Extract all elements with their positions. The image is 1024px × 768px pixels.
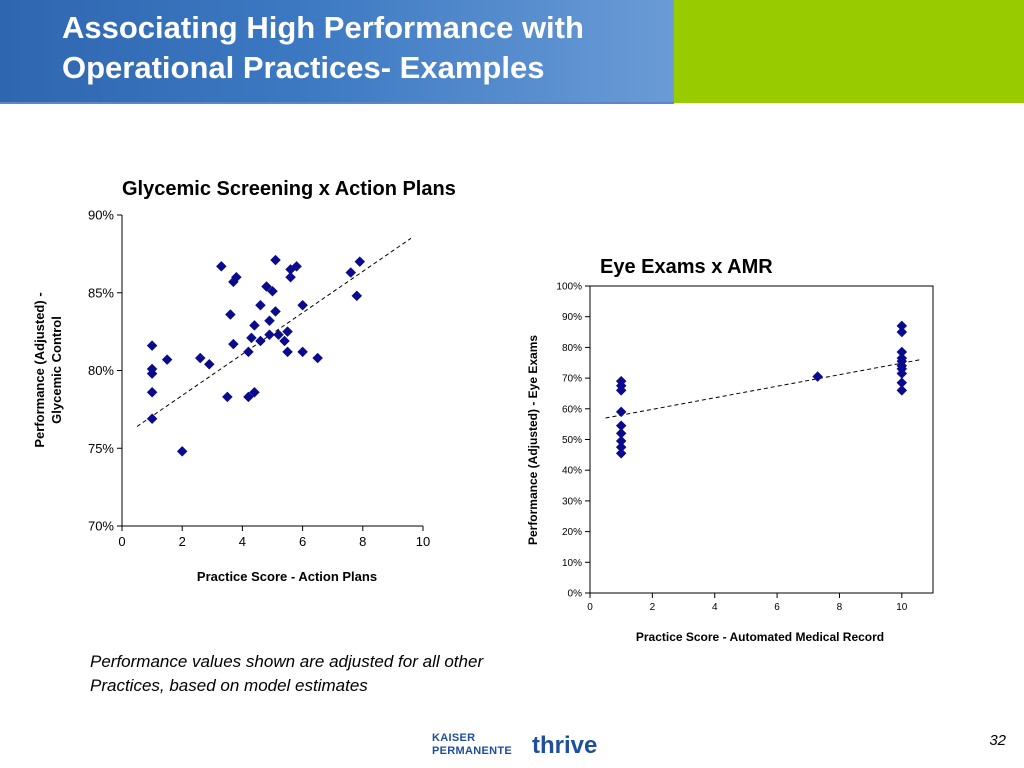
logo-kaiser-permanente: KAISER PERMANENTE <box>432 732 512 758</box>
chart2-data-point <box>896 385 908 396</box>
chart1-data-point <box>246 332 257 344</box>
footnote: Performance values shown are adjusted fo… <box>90 652 484 695</box>
chart1-data-point <box>161 354 173 365</box>
chart2-x-tick-label: 2 <box>650 602 656 613</box>
chart1-y-tick-label: 80% <box>88 363 114 378</box>
header-banner <box>0 0 674 103</box>
chart2-trendline <box>605 359 921 419</box>
chart2-y-tick-label: 10% <box>562 558 582 569</box>
chart1-data-point <box>261 281 272 292</box>
chart1-data-point <box>264 329 275 341</box>
chart1-data-point <box>273 329 284 341</box>
chart1-trendline <box>136 237 412 427</box>
chart1-x-tick-label: 6 <box>299 534 306 549</box>
chart1-data-point <box>249 320 260 331</box>
chart2-x-tick-label: 0 <box>587 602 593 613</box>
chart2-x-tick-label: 6 <box>774 602 780 613</box>
slide-title: Associating High Performance with Operat… <box>62 8 662 88</box>
chart1-data-point <box>194 352 206 364</box>
chart1-data-point <box>146 413 158 425</box>
slide-title-line2: Operational Practices- Examples <box>62 50 545 85</box>
chart1-data-point <box>297 299 308 311</box>
logo-permanente-text: PERMANENTE <box>432 745 513 757</box>
chart1-group: 70% 75% 80% 85% 90% 0 2 4 6 8 10 Practice Score - A… <box>32 208 430 584</box>
kaiser-permanente-thrive-logo: KAISER PERMANENTE thrive <box>432 726 602 764</box>
chart1-data-point <box>146 340 158 351</box>
chart1-data-point <box>221 391 233 403</box>
chart1-data-point <box>282 326 293 337</box>
chart1-y-axis-label-line1: Performance (Adjusted) - <box>32 292 47 447</box>
header-accent-block <box>674 0 1024 103</box>
chart2-x-tick-label: 10 <box>896 602 908 613</box>
chart2-y-axis-label: Performance (Adjusted) - Eye Exams <box>526 335 540 545</box>
chart1-data-point <box>354 256 366 268</box>
chart1-y-axis-label-line2: Glycemic Control <box>49 316 64 424</box>
chart1-x-tick-label: 4 <box>239 534 246 549</box>
chart1-data-point <box>176 446 188 457</box>
chart2-x-tick-label: 4 <box>712 602 718 613</box>
chart2-y-tick-label: 80% <box>562 343 582 354</box>
chart1-data-point <box>297 346 308 358</box>
chart1-data-point <box>255 335 266 347</box>
chart1-data-point <box>243 346 254 358</box>
chart2-title: Eye Exams x AMR <box>600 256 773 278</box>
chart1-x-tick-label: 2 <box>179 534 186 549</box>
chart1-data-point <box>351 290 363 302</box>
chart1-data-point <box>225 309 236 320</box>
chart1-y-tick-label: 85% <box>88 285 114 300</box>
chart1-data-point <box>285 271 296 283</box>
chart2-data-point <box>896 326 908 338</box>
chart1-data-point <box>249 386 260 398</box>
chart2-y-tick-label: 50% <box>562 435 582 446</box>
chart2-group: 0% 10% 20% 30% 40% 50% 60% 70% 80% 90% 100% 0 2 4 6 8 10… <box>526 282 934 644</box>
chart1-data-point <box>270 306 281 317</box>
chart1-data-point <box>264 315 275 327</box>
chart2-data-point <box>615 385 627 396</box>
chart2-y-tick-label: 70% <box>562 374 582 385</box>
chart1-data-point <box>215 260 227 272</box>
chart1-title: Glycemic Screening x Action Plans <box>122 178 456 200</box>
chart2-data-point <box>812 371 823 382</box>
chart1-data-point <box>345 267 357 278</box>
chart1-data-point <box>203 358 215 370</box>
chart1-y-tick-label: 75% <box>88 441 114 456</box>
chart1-data-point <box>146 386 158 398</box>
chart1-y-tick-label: 70% <box>88 519 114 534</box>
chart1-x-axis-label: Practice Score - Action Plans <box>197 569 377 584</box>
chart2-plot-frame <box>589 285 934 594</box>
chart2-x-axis-label: Practice Score - Automated Medical Recor… <box>636 630 884 644</box>
chart1-data-point <box>243 391 254 403</box>
chart1-data-point <box>279 335 290 347</box>
slide-title-line1: Associating High Performance with <box>62 10 584 45</box>
chart1-data-point <box>146 368 158 379</box>
chart2-y-tick-label: 90% <box>562 312 582 323</box>
chart1-y-tick-label: 90% <box>88 208 114 223</box>
chart2-y-tick-label: 40% <box>562 466 582 477</box>
chart2-y-tick-label: 20% <box>562 527 582 538</box>
chart1-data-point <box>228 338 239 350</box>
chart1-data-point <box>291 260 302 272</box>
chart2-y-tick-label: 30% <box>562 496 582 507</box>
chart1-data-point <box>282 346 293 358</box>
chart2-y-tick-label: 60% <box>562 404 582 415</box>
chart1-data-point <box>255 299 266 311</box>
chart1-x-tick-label: 8 <box>359 534 366 549</box>
header-divider <box>0 102 674 104</box>
chart1-x-tick-label: 10 <box>416 534 430 549</box>
chart2-y-tick-label: 100% <box>556 282 582 293</box>
chart1-data-point <box>267 285 278 297</box>
logo-thrive-text: thrive <box>532 732 598 759</box>
chart2-data-point <box>615 406 627 418</box>
chart2-data-point <box>615 447 627 459</box>
chart1-data-point <box>270 254 281 266</box>
chart2-y-tick-label: 0% <box>568 589 583 600</box>
chart2-x-tick-label: 8 <box>837 602 843 613</box>
chart1-data-point <box>312 352 324 364</box>
chart1-x-tick-label: 0 <box>118 534 125 549</box>
logo-kaiser-text: KAISER <box>432 732 476 744</box>
chart1-data-point <box>231 271 242 283</box>
page-number: 32 <box>989 732 1006 749</box>
